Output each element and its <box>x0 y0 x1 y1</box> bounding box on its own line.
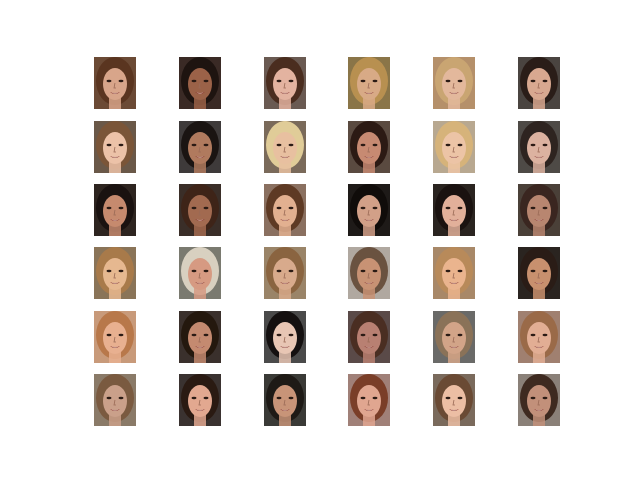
face-thumbnail <box>179 121 221 173</box>
face-image <box>94 247 136 299</box>
face-thumbnail <box>179 374 221 426</box>
face-image <box>348 311 390 363</box>
face-image <box>264 247 306 299</box>
face-image <box>433 121 475 173</box>
face-thumbnail <box>179 184 221 236</box>
face-image <box>94 184 136 236</box>
face-image <box>94 121 136 173</box>
face-thumbnail <box>518 57 560 109</box>
face-thumbnail <box>94 184 136 236</box>
face-thumbnail <box>348 374 390 426</box>
face-thumbnail <box>348 121 390 173</box>
face-thumbnail <box>264 184 306 236</box>
face-thumbnail <box>94 374 136 426</box>
face-thumbnail <box>179 57 221 109</box>
face-thumbnail <box>94 247 136 299</box>
face-image <box>518 121 560 173</box>
face-image <box>179 247 221 299</box>
face-thumbnail <box>179 247 221 299</box>
face-image <box>94 374 136 426</box>
face-thumbnail <box>433 247 475 299</box>
face-image <box>518 184 560 236</box>
face-image <box>433 311 475 363</box>
face-thumbnail <box>518 311 560 363</box>
face-thumbnail <box>94 57 136 109</box>
face-image <box>264 184 306 236</box>
face-thumbnail <box>264 247 306 299</box>
face-thumbnail <box>264 57 306 109</box>
face-thumbnail <box>264 374 306 426</box>
face-image <box>264 374 306 426</box>
face-thumbnail <box>433 121 475 173</box>
face-image <box>264 57 306 109</box>
face-image <box>518 57 560 109</box>
face-image <box>348 374 390 426</box>
face-image <box>94 311 136 363</box>
face-image <box>518 247 560 299</box>
face-image <box>348 247 390 299</box>
face-image <box>433 184 475 236</box>
face-image <box>179 374 221 426</box>
face-thumbnail <box>348 57 390 109</box>
face-thumbnail <box>348 184 390 236</box>
face-thumbnail <box>94 121 136 173</box>
face-thumbnail <box>518 184 560 236</box>
face-image <box>179 57 221 109</box>
face-image <box>264 311 306 363</box>
face-thumbnail <box>348 247 390 299</box>
face-image <box>433 247 475 299</box>
face-image <box>433 57 475 109</box>
face-image <box>518 311 560 363</box>
face-image <box>179 311 221 363</box>
face-thumbnail <box>179 311 221 363</box>
face-image <box>348 184 390 236</box>
face-thumbnail <box>433 57 475 109</box>
face-thumbnail <box>518 121 560 173</box>
face-thumbnail <box>518 374 560 426</box>
face-image <box>264 121 306 173</box>
face-image <box>179 121 221 173</box>
face-image <box>179 184 221 236</box>
face-image <box>433 374 475 426</box>
face-thumbnail <box>433 311 475 363</box>
face-image <box>518 374 560 426</box>
face-thumbnail <box>433 374 475 426</box>
face-image <box>348 121 390 173</box>
face-thumbnail <box>264 121 306 173</box>
face-thumbnail <box>518 247 560 299</box>
face-image-grid <box>94 57 562 427</box>
face-thumbnail <box>348 311 390 363</box>
face-thumbnail <box>94 311 136 363</box>
face-thumbnail <box>433 184 475 236</box>
face-thumbnail <box>264 311 306 363</box>
face-image <box>348 57 390 109</box>
face-image <box>94 57 136 109</box>
